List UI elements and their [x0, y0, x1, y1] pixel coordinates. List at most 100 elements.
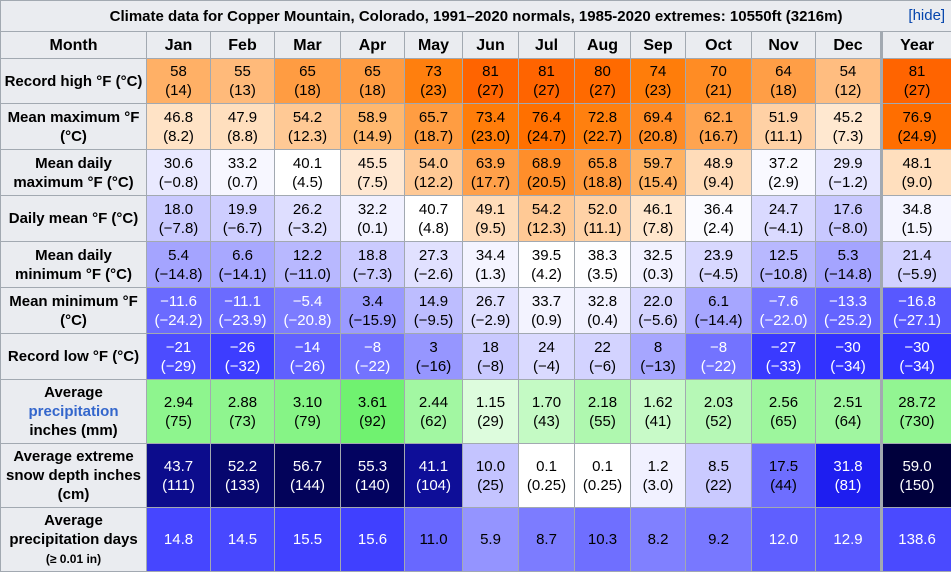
cell-value-metric: (27): [533, 82, 560, 99]
cell-value: 56.7: [292, 457, 323, 475]
month-header-jan: Jan: [146, 31, 211, 59]
cell-value-metric: (4.2): [531, 265, 562, 283]
cell-value-metric: (−14.8): [824, 265, 872, 283]
cell-value: −30: [904, 338, 930, 356]
data-cell: 28.72 (730): [879, 379, 951, 444]
data-cell: 47.9 (8.8): [210, 103, 275, 150]
cell-value-metric: (−15.9): [348, 311, 397, 329]
cell-value-metric: (8.2): [163, 127, 194, 145]
data-cell: 27.3 (−2.6): [404, 241, 463, 288]
data-cell: 32.8 (0.4): [574, 287, 631, 334]
data-cell: −11.1 (−23.9): [210, 287, 275, 334]
data-cell: 49.1 (9.5): [462, 195, 519, 242]
cell-value: 63.9: [475, 154, 506, 172]
cell-value-metric: (−33): [765, 357, 802, 375]
cell-value: 2.44: [418, 393, 449, 411]
cell-value: 29.9: [833, 154, 863, 172]
cell-value: 3.4: [362, 292, 383, 310]
data-cell: 52.2 (133): [210, 443, 275, 508]
data-cell: 10.3: [574, 507, 631, 572]
cell-value-metric: (15.4): [638, 173, 678, 191]
data-cell: 55 (13): [210, 58, 275, 104]
cell-value-metric: (1.3): [475, 265, 506, 283]
cell-value-metric: (18): [294, 82, 321, 99]
cell-value: 80: [594, 63, 611, 80]
data-cell: 5.9: [462, 507, 519, 572]
cell-value-metric: (7.8): [642, 219, 674, 237]
data-cell: 2.56 (65): [751, 379, 816, 444]
data-cell: 10.0 (25): [462, 443, 519, 508]
cell-value-metric: (−5.6): [638, 311, 678, 329]
data-cell: 24.7 (−4.1): [751, 195, 816, 242]
cell-value-metric: (23.0): [470, 127, 511, 145]
row-header: Average precipitation days (≥ 0.01 in): [0, 507, 147, 572]
data-cell: 59.7 (15.4): [630, 149, 686, 196]
cell-value: 22: [594, 338, 611, 356]
data-cell: 12.0: [751, 507, 816, 572]
cell-value: 45.5: [357, 154, 388, 172]
cell-value: 52.0: [587, 200, 618, 218]
data-cell: 65.7 (18.7): [404, 103, 463, 150]
cell-value-metric: (21): [705, 82, 732, 99]
cell-value: 3.10: [292, 393, 323, 411]
cell-value-metric: (65): [770, 412, 797, 430]
cell-value: −5.4: [292, 292, 323, 310]
cell-value: 2.51: [833, 393, 863, 411]
cell-value: 73.4: [475, 108, 506, 126]
cell-value: 19.9: [227, 200, 258, 218]
cell-value: 8.2: [647, 531, 669, 548]
data-cell: 15.5: [274, 507, 341, 572]
cell-value-metric: (73): [229, 412, 256, 430]
cell-value-metric: (140): [354, 476, 391, 494]
cell-value-metric: (104): [415, 476, 452, 494]
data-cell: 6.1 (−14.4): [685, 287, 752, 334]
cell-value-metric: (22): [705, 476, 732, 494]
cell-value: 17.6: [833, 200, 863, 218]
precipitation-link[interactable]: precipitation: [28, 403, 119, 420]
cell-value-metric: (8.8): [227, 127, 258, 145]
data-cell: 56.7 (144): [274, 443, 341, 508]
cell-value: 22.0: [643, 292, 673, 310]
data-cell: 33.7 (0.9): [518, 287, 575, 334]
cell-value: 12.5: [768, 246, 799, 264]
hide-link[interactable]: [hide]: [908, 7, 946, 24]
cell-value-metric: (22.7): [582, 127, 623, 145]
cell-value: −7.6: [768, 292, 799, 310]
data-cell: −21 (−29): [146, 333, 211, 380]
cell-value: 8.5: [708, 457, 729, 475]
cell-value: 39.5: [531, 246, 562, 264]
cell-value: 65: [364, 63, 381, 80]
cell-value: 28.72: [898, 393, 936, 411]
data-cell: 12.5 (−10.8): [751, 241, 816, 288]
cell-value: −27: [770, 338, 797, 356]
data-cell: −16.8 (−27.1): [879, 287, 951, 334]
cell-value-metric: (−34): [899, 357, 935, 375]
data-cell: 45.5 (7.5): [340, 149, 405, 196]
cell-value: −26: [229, 338, 256, 356]
table-caption: Climate data for Copper Mountain, Colora…: [0, 0, 951, 32]
cell-value: 34.4: [475, 246, 506, 264]
cell-value-metric: (−9.5): [413, 311, 454, 329]
data-cell: 15.6: [340, 507, 405, 572]
data-cell: 9.2: [685, 507, 752, 572]
cell-value-metric: (20.8): [638, 127, 678, 145]
cell-value: 2.18: [587, 393, 618, 411]
data-cell: 2.51 (64): [815, 379, 882, 444]
data-cell: 18 (−8): [462, 333, 519, 380]
cell-value: 36.4: [703, 200, 734, 218]
cell-value: 45.2: [833, 108, 863, 126]
data-cell: 2.03 (52): [685, 379, 752, 444]
cell-value: 14.9: [418, 292, 449, 310]
cell-value: 23.9: [703, 246, 734, 264]
cell-value: 65: [299, 63, 316, 80]
cell-value: 41.1: [418, 457, 449, 475]
cell-value-metric: (−2.9): [470, 311, 511, 329]
cell-value: 6.6: [232, 246, 253, 264]
cell-value-metric: (9.5): [475, 219, 506, 237]
data-cell: 1.70 (43): [518, 379, 575, 444]
data-cell: 24 (−4): [518, 333, 575, 380]
hide-toggle[interactable]: [hide]: [908, 6, 945, 25]
cell-value: 27.3: [418, 246, 449, 264]
data-cell: −8 (−22): [685, 333, 752, 380]
cell-value-metric: (7.3): [832, 127, 864, 145]
